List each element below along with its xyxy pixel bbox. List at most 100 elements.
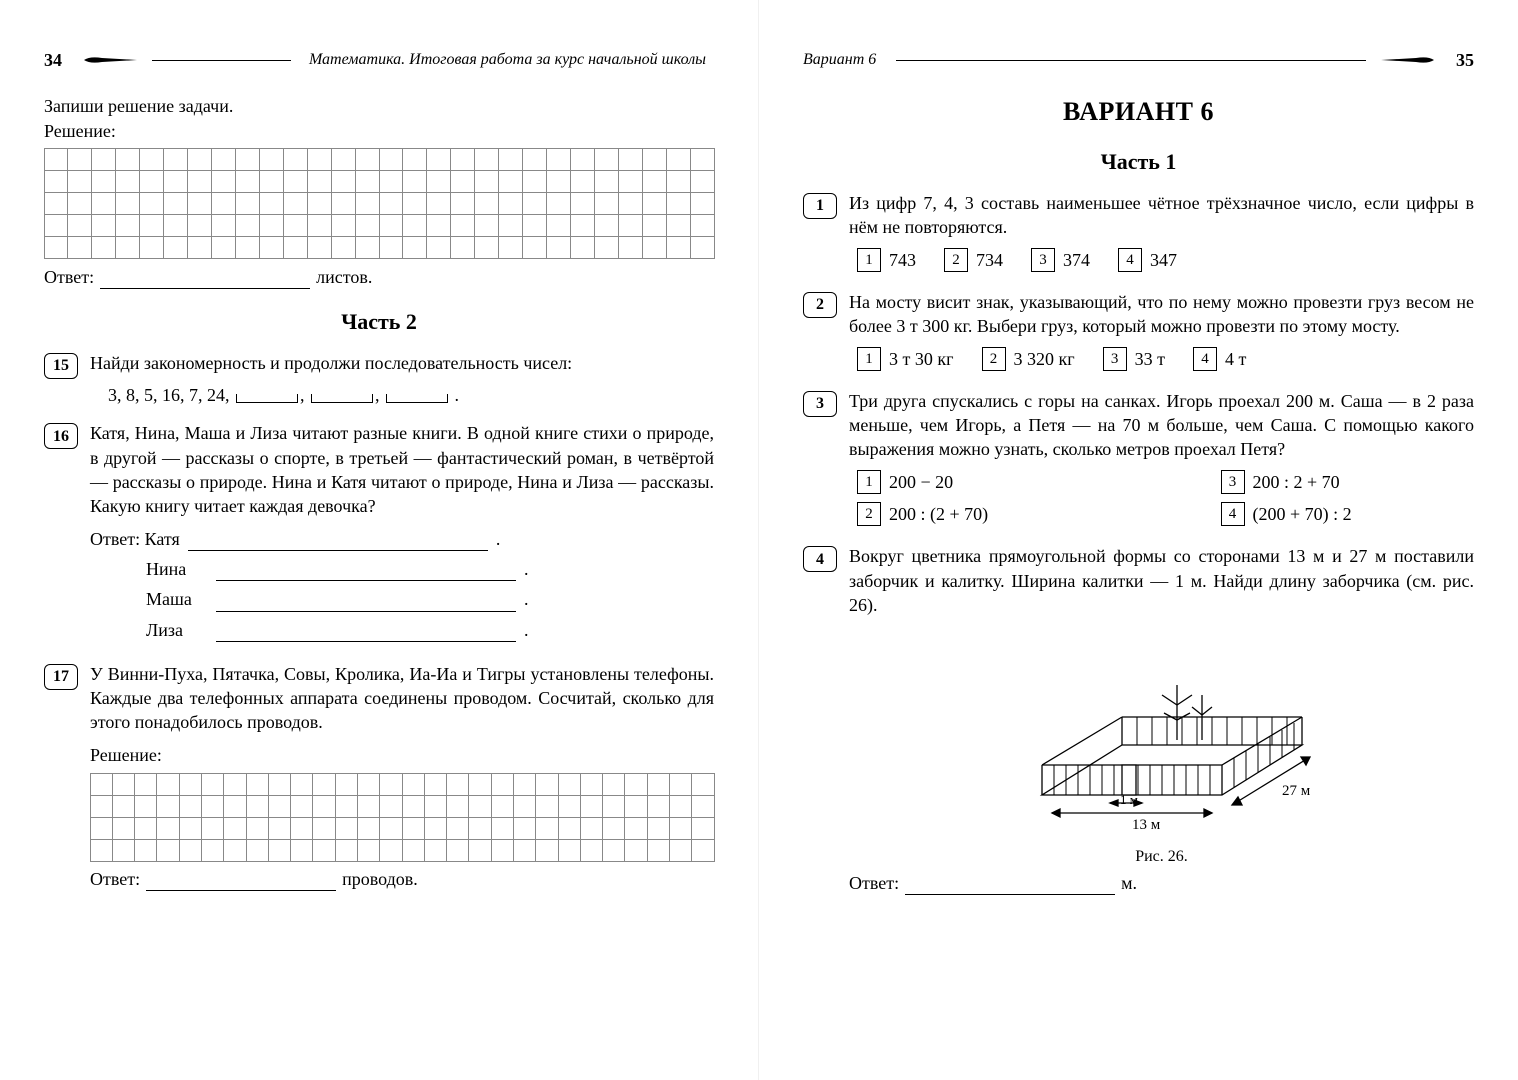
intro-line-2: Решение: <box>44 119 714 143</box>
page-right: Вариант 6 35 ВАРИАНТ 6 Часть 1 1 Из цифр… <box>759 0 1518 1080</box>
option[interactable]: 4347 <box>1118 248 1177 272</box>
name-answers: Ответ: Катя . Нина . Маша . <box>90 527 714 642</box>
comma: , <box>375 385 384 405</box>
running-head-left: 34 Математика. Итоговая работа за курс н… <box>44 48 714 72</box>
solution-grid-1[interactable] <box>44 149 714 259</box>
answer-row: Лиза . <box>90 618 714 642</box>
answer-row: Нина . <box>90 557 714 581</box>
sequence-row: 3, 8, 5, 16, 7, 24, , , . <box>108 383 714 407</box>
running-head-right: Вариант 6 35 <box>803 48 1474 72</box>
sequence-slot[interactable] <box>386 385 448 403</box>
running-title-left: Математика. Итоговая работа за курс нача… <box>309 49 706 71</box>
header-rule <box>896 60 1366 61</box>
pen-icon <box>1376 55 1436 65</box>
answer-unit: листов. <box>316 265 372 289</box>
option[interactable]: 4 (200 + 70) : 2 <box>1221 502 1475 526</box>
answer-blank[interactable] <box>188 533 488 551</box>
options-row: 1 3 т 30 кг 23 320 кг 3 33 т 4 4 т <box>857 347 1474 371</box>
task-number: 2 <box>803 292 837 318</box>
option-number: 1 <box>857 470 881 494</box>
task-1: 1 Из цифр 7, 4, 3 составь наименьшее чёт… <box>803 191 1474 276</box>
page-number-right: 35 <box>1456 48 1474 72</box>
comma: , <box>300 385 309 405</box>
option[interactable]: 3 374 <box>1031 248 1090 272</box>
task-number: 4 <box>803 546 837 572</box>
period: . <box>496 527 506 551</box>
task-text: На мосту висит знак, указывающий, что по… <box>849 290 1474 339</box>
solution-label: Решение: <box>90 743 714 767</box>
option[interactable]: 4 4 т <box>1193 347 1246 371</box>
option[interactable]: 2200 : (2 + 70) <box>857 502 1111 526</box>
answer-label: Ответ: <box>90 867 140 891</box>
section-title-part1: Часть 1 <box>803 147 1474 177</box>
option[interactable]: 1 3 т 30 кг <box>857 347 954 371</box>
option[interactable]: 3 33 т <box>1103 347 1165 371</box>
answer-line-17: Ответ: проводов. <box>90 867 714 891</box>
task-text: Из цифр 7, 4, 3 составь наименьшее чётно… <box>849 191 1474 240</box>
option[interactable]: 1 200 − 20 <box>857 470 1111 494</box>
answer-blank[interactable] <box>146 873 336 891</box>
task-number: 16 <box>44 423 78 449</box>
answer-blank[interactable] <box>216 563 516 581</box>
task-15: 15 Найди закономерность и продолжи после… <box>44 351 714 408</box>
answer-unit: проводов. <box>342 867 418 891</box>
option-number: 1 <box>857 347 881 371</box>
task-text: Найди закономерность и продолжи последов… <box>90 351 714 375</box>
answer-row-katya: Ответ: Катя . <box>90 527 714 551</box>
task-text: Вокруг цветника прямоугольной формы со с… <box>849 544 1474 617</box>
option-number: 3 <box>1103 347 1127 371</box>
answer-blank[interactable] <box>216 624 516 642</box>
option-number: 4 <box>1193 347 1217 371</box>
task-text: У Винни-Пуха, Пятачка, Совы, Кролика, Иа… <box>90 662 714 735</box>
option[interactable]: 2734 <box>944 248 1003 272</box>
pen-icon <box>82 55 142 65</box>
option-value: 200 : 2 + 70 <box>1253 470 1340 494</box>
answer-blank[interactable] <box>905 877 1115 895</box>
solution-grid-2[interactable] <box>90 773 714 861</box>
option-value: 347 <box>1150 248 1177 272</box>
intro-line-1: Запиши решение задачи. <box>44 94 714 118</box>
option-value: 374 <box>1063 248 1090 272</box>
option-number: 3 <box>1031 248 1055 272</box>
answer-unit: м. <box>1121 871 1137 895</box>
name-label: Нина <box>90 557 208 581</box>
name-label: Маша <box>90 587 208 611</box>
task-2: 2 На мосту висит знак, указывающий, что … <box>803 290 1474 375</box>
option-number: 4 <box>1221 502 1245 526</box>
running-title-right: Вариант 6 <box>803 49 876 71</box>
options-row: 1743 2734 3 374 4347 <box>857 248 1474 272</box>
answer-blank[interactable] <box>100 271 310 289</box>
answer-label: Ответ: <box>44 265 94 289</box>
option-value: 3 т 30 кг <box>889 347 954 371</box>
period: . <box>524 587 534 611</box>
section-title-part2: Часть 2 <box>44 307 714 337</box>
answer-label: Ответ: <box>849 871 899 895</box>
options-grid: 1200 − 20 3200 : 2 + 70 2200 : (2 + 70) … <box>857 470 1474 527</box>
task-number: 15 <box>44 353 78 379</box>
option-number: 1 <box>857 248 881 272</box>
sequence-slot[interactable] <box>236 385 298 403</box>
option[interactable]: 3200 : 2 + 70 <box>1221 470 1475 494</box>
period: . <box>450 385 459 405</box>
page-number-left: 34 <box>44 48 62 72</box>
option[interactable]: 1743 <box>857 248 916 272</box>
option[interactable]: 23 320 кг <box>982 347 1075 371</box>
option-number: 2 <box>944 248 968 272</box>
task-text: Катя, Нина, Маша и Лиза читают разные кн… <box>90 421 714 518</box>
figure-26: 13 м 27 м 1 м Рис. 26. <box>849 625 1474 867</box>
sequence-slot[interactable] <box>311 385 373 403</box>
intro-block: Запиши решение задачи. Решение: Ответ: л… <box>44 94 714 289</box>
figure-caption: Рис. 26. <box>849 846 1474 868</box>
task-16: 16 Катя, Нина, Маша и Лиза читают разные… <box>44 421 714 647</box>
option-value: (200 + 70) : 2 <box>1253 502 1352 526</box>
task-3: 3 Три друга спускались с горы на санках.… <box>803 389 1474 530</box>
task-text: Три друга спускались с горы на санках. И… <box>849 389 1474 462</box>
option-value: 200 : (2 + 70) <box>889 502 988 526</box>
dim-27m: 27 м <box>1282 783 1311 799</box>
name-label: Лиза <box>90 618 208 642</box>
option-value: 33 т <box>1135 347 1165 371</box>
option-value: 200 − 20 <box>889 470 953 494</box>
option-value: 4 т <box>1225 347 1246 371</box>
answer-blank[interactable] <box>216 594 516 612</box>
answer-line-1: Ответ: листов. <box>44 265 714 289</box>
